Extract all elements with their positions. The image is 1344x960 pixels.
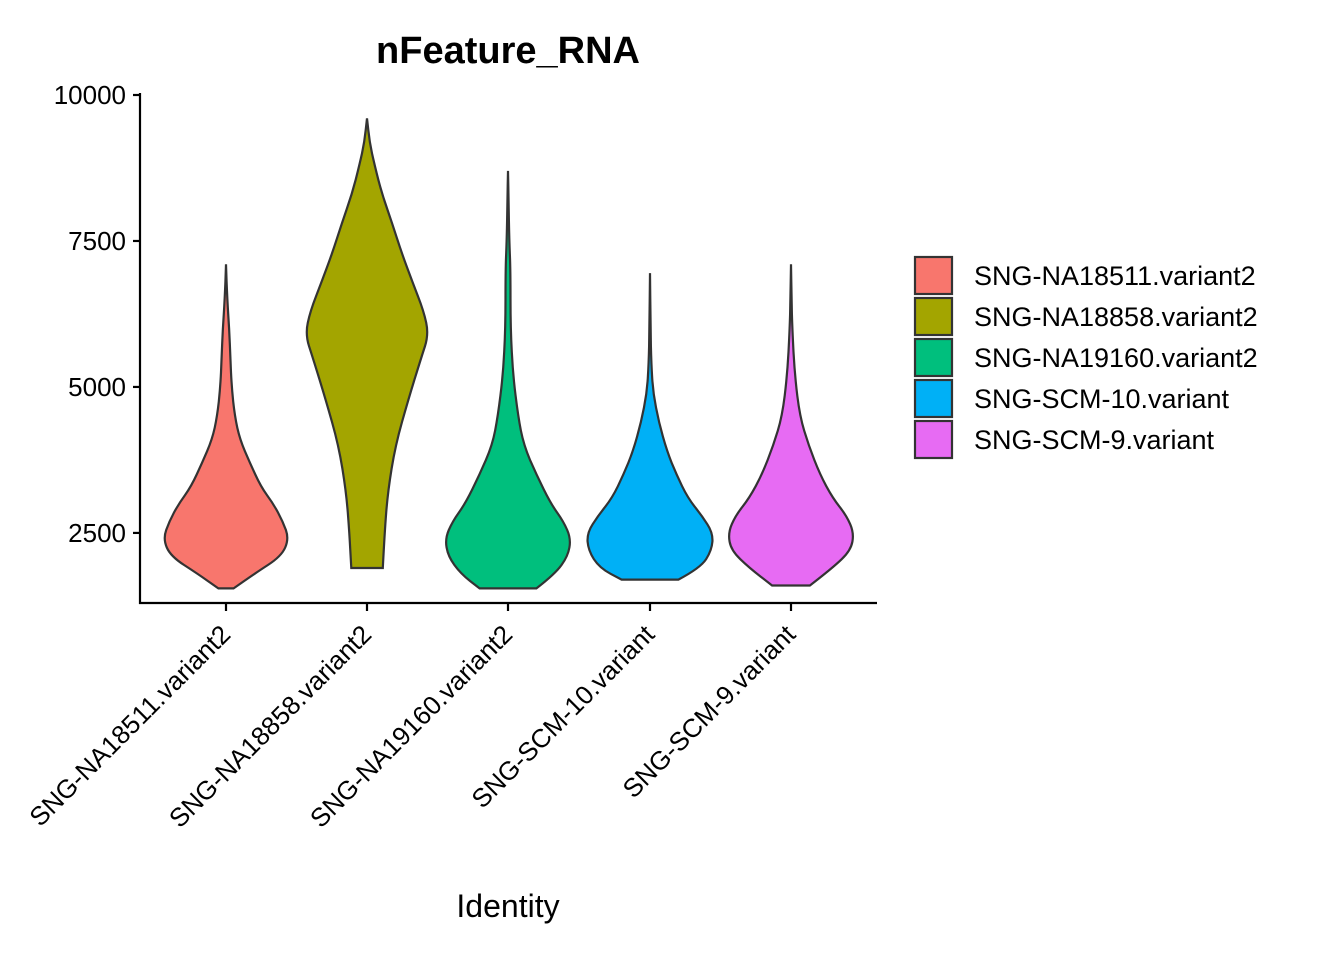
y-axis-ticks: 2500 5000 7500 10000 <box>54 80 140 548</box>
violin-4 <box>586 273 714 581</box>
legend: SNG-NA18511.variant2 SNG-NA18858.variant2… <box>913 255 1258 460</box>
x-axis-ticks: SNG-NA18511.variant2SNG-NA18858.variant2… <box>23 603 802 833</box>
y-tick-label: 2500 <box>68 518 126 548</box>
legend-key <box>913 419 954 460</box>
legend-label: SNG-NA18858.variant2 <box>974 302 1258 332</box>
legend-key <box>913 255 954 296</box>
legend-label: SNG-SCM-9.variant <box>974 425 1215 455</box>
legend-key <box>913 378 954 419</box>
y-tick-label: 7500 <box>68 226 126 256</box>
legend-label: SNG-SCM-10.variant <box>974 384 1230 414</box>
violin-2 <box>305 118 429 570</box>
x-axis-title: Identity <box>456 888 559 924</box>
y-tick-label: 5000 <box>68 372 126 402</box>
y-tick-label: 10000 <box>54 80 126 110</box>
violin-group <box>163 118 854 590</box>
legend-label: SNG-NA18511.variant2 <box>974 261 1256 291</box>
legend-key <box>913 337 954 378</box>
legend-key <box>913 296 954 337</box>
violin-5 <box>728 264 854 587</box>
violin-1 <box>163 264 289 590</box>
chart-title: nFeature_RNA <box>376 30 640 72</box>
violin-3 <box>445 170 571 590</box>
legend-label: SNG-NA19160.variant2 <box>974 343 1258 373</box>
